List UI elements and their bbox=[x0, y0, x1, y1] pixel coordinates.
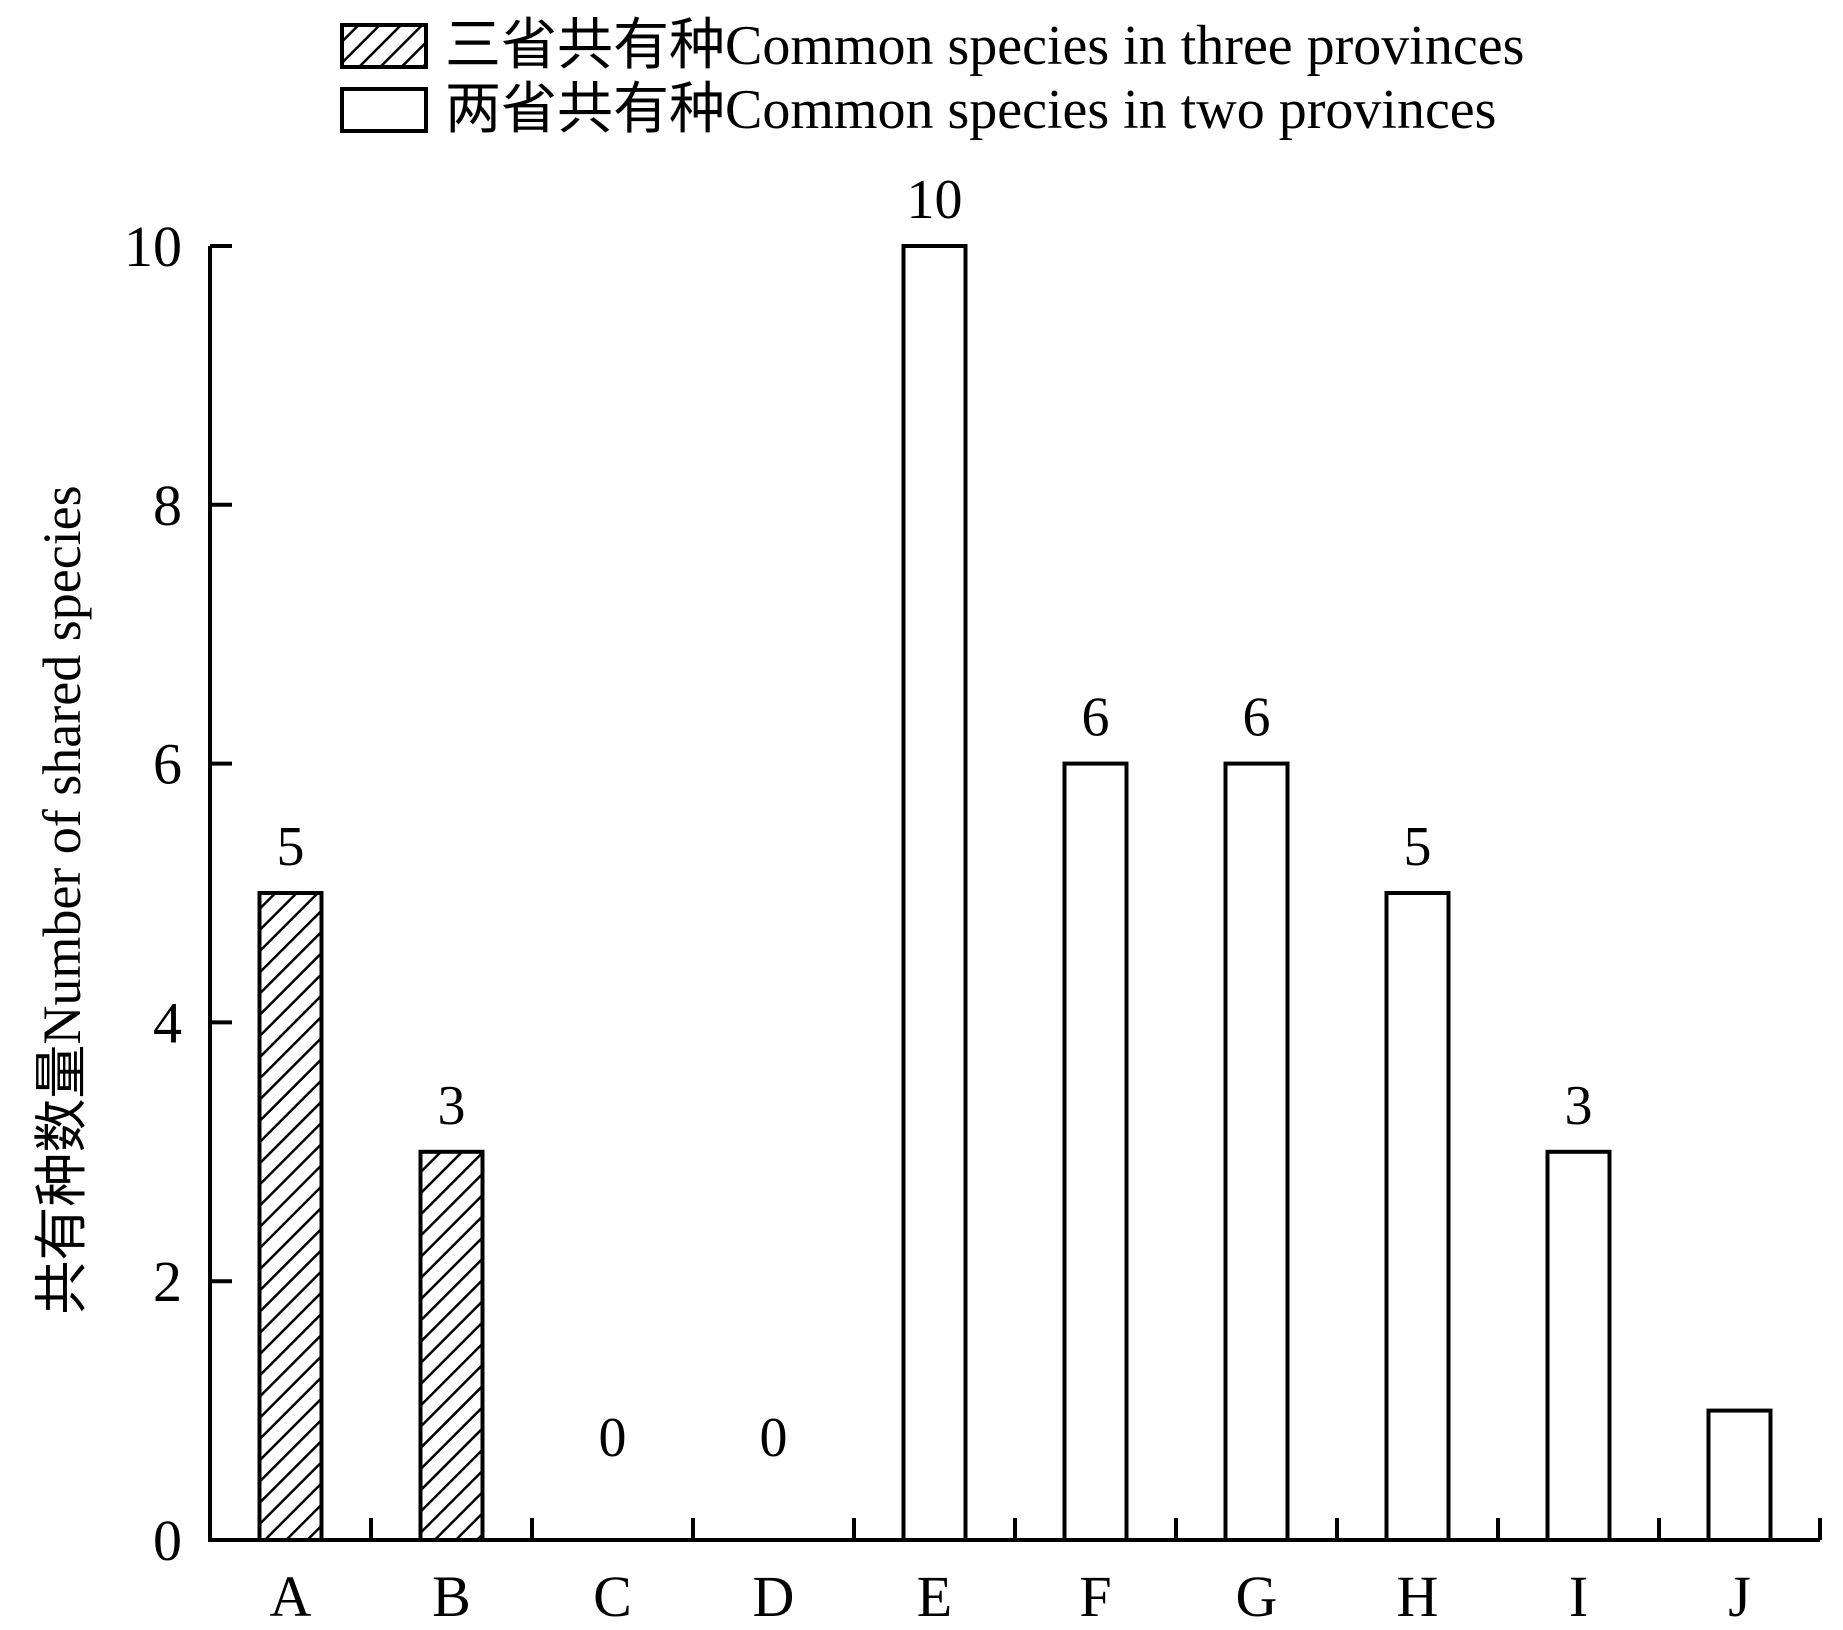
legend-entry-three-provinces: 三省共有种Common species in three provinces bbox=[340, 15, 1524, 77]
category-label-I: I bbox=[1569, 1564, 1588, 1629]
bars bbox=[257, 244, 1773, 1543]
category-label-B: B bbox=[432, 1564, 471, 1629]
y-tick-label: 4 bbox=[153, 990, 182, 1055]
data-labels: 5 3 0 0 10 6 6 5 3 bbox=[277, 169, 1593, 1469]
bar-G bbox=[1223, 761, 1290, 1542]
data-label-D: 0 bbox=[760, 1407, 788, 1469]
y-ticks: 0 2 4 6 8 10 bbox=[124, 214, 232, 1573]
bar-B bbox=[418, 1149, 485, 1543]
legend-swatch-hatched bbox=[340, 23, 428, 69]
category-labels: A B C D E F G H I J bbox=[270, 1564, 1751, 1629]
category-label-J: J bbox=[1728, 1564, 1751, 1629]
bar-J bbox=[1706, 1408, 1773, 1542]
legend-entry-two-provinces: 两省共有种Common species in two provinces bbox=[340, 79, 1496, 141]
bar-A bbox=[257, 891, 324, 1542]
data-label-C: 0 bbox=[599, 1407, 627, 1469]
category-label-A: A bbox=[270, 1564, 312, 1629]
category-label-C: C bbox=[593, 1564, 632, 1629]
x-ticks bbox=[369, 1518, 1822, 1540]
data-label-H: 5 bbox=[1404, 816, 1432, 878]
bar-H bbox=[1384, 891, 1451, 1542]
y-tick-label: 0 bbox=[153, 1508, 182, 1573]
data-label-F: 6 bbox=[1082, 687, 1110, 749]
category-label-G: G bbox=[1236, 1564, 1278, 1629]
y-tick-label: 6 bbox=[153, 732, 182, 797]
y-tick-label: 2 bbox=[153, 1249, 182, 1314]
category-label-D: D bbox=[753, 1564, 795, 1629]
bar-F bbox=[1062, 761, 1129, 1542]
y-tick-label: 10 bbox=[124, 214, 182, 279]
legend-label-three-provinces: 三省共有种Common species in three provinces bbox=[445, 15, 1524, 77]
bar-E bbox=[901, 244, 968, 1542]
data-label-G: 6 bbox=[1243, 687, 1271, 749]
legend: 三省共有种Common species in three provinces 两… bbox=[340, 15, 1524, 141]
data-label-B: 3 bbox=[438, 1075, 466, 1137]
data-label-I: 3 bbox=[1565, 1075, 1593, 1137]
data-label-E: 10 bbox=[907, 169, 963, 231]
legend-swatch-white bbox=[340, 87, 428, 133]
data-label-A: 5 bbox=[277, 816, 305, 878]
legend-label-two-provinces: 两省共有种Common species in two provinces bbox=[445, 79, 1496, 141]
y-axis-label: 共有种数量Number of shared species bbox=[32, 485, 92, 1314]
category-label-F: F bbox=[1079, 1564, 1111, 1629]
category-label-H: H bbox=[1397, 1564, 1439, 1629]
y-tick-label: 8 bbox=[153, 473, 182, 538]
bar-I bbox=[1545, 1149, 1612, 1543]
category-label-E: E bbox=[917, 1564, 952, 1629]
